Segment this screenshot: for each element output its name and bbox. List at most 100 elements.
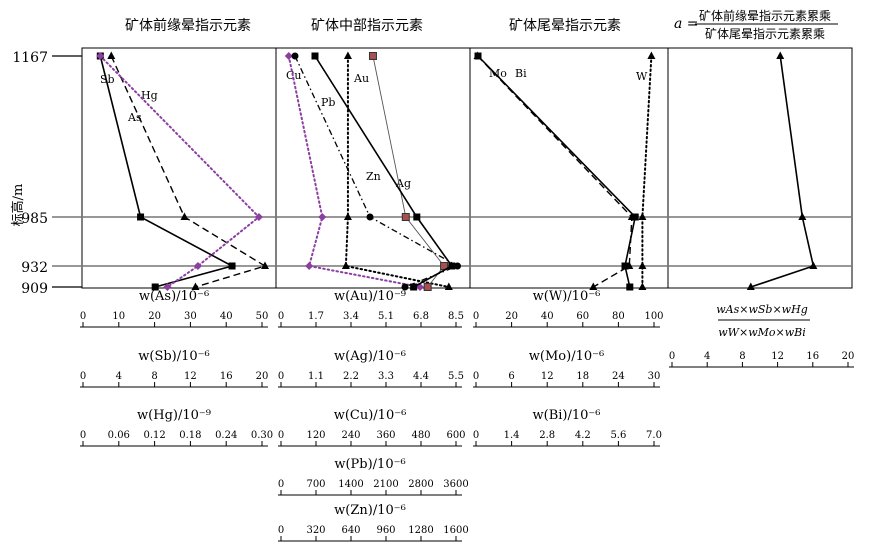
axis-tick-label-p2a1-5: 30 xyxy=(648,371,661,382)
data-point-cu-932 xyxy=(305,262,314,270)
axis-tick-label-p1a0-0: 0 xyxy=(278,311,284,322)
axis-tick-label-p0a2-1: 0.06 xyxy=(108,430,130,441)
axis-tick-label-p1a2-4: 480 xyxy=(411,430,430,441)
ratio-axis-label-denominator: wW×wMo×wBi xyxy=(718,326,805,339)
axis-tick-label-p1a0-1: 1.7 xyxy=(308,311,324,322)
ratio-title-numerator: 矿体前缘晕指示元素累乘 xyxy=(699,8,831,23)
axis-tick-label-p0a2-4: 0.24 xyxy=(215,430,237,441)
data-point-w-932 xyxy=(638,261,647,269)
axis-tick-label-p2a2-4: 5.6 xyxy=(610,430,626,441)
axis-tick-label-p2a0-2: 40 xyxy=(541,311,554,322)
data-point-mo-985 xyxy=(631,213,639,221)
axis-tick-label-p2a0-3: 60 xyxy=(576,311,589,322)
data-point-sb-985 xyxy=(137,213,145,221)
data-point-ag-985 xyxy=(413,213,421,221)
data-point-a-909 xyxy=(746,282,755,290)
axis-tick-label-p0a1-0: 0 xyxy=(80,371,86,382)
series-labels: Sb As Hg Cu Au Pb Zn Ag Mo Bi W xyxy=(100,67,648,190)
data-point-au-909 xyxy=(444,282,453,290)
series-line-zn xyxy=(372,55,445,288)
data-point-pb-985 xyxy=(366,213,374,221)
axis-tick-label-p0a1-5: 20 xyxy=(256,371,269,382)
data-point-au-1167 xyxy=(343,51,352,59)
data-point-ag-932 xyxy=(448,262,456,270)
data-point-hg-985 xyxy=(254,213,263,221)
series-label-sb: Sb xyxy=(100,73,115,86)
axis-tick-label-p0a1-1: 4 xyxy=(116,371,122,382)
data-point-zn-1167 xyxy=(368,52,377,60)
axis-title-p0a2: w(Hg)/10⁻⁹ xyxy=(137,408,211,423)
data-point-as-985 xyxy=(180,212,189,220)
axis-tick-label-p1a4-2: 640 xyxy=(341,525,360,536)
axis-title-p0a0: w(As)/10⁻⁶ xyxy=(139,289,209,304)
axis-tick-label-p1a0-2: 3.4 xyxy=(343,311,359,322)
axis-tick-label-p3a0-1: 4 xyxy=(704,351,710,362)
axis-tick-label-p1a3-0: 0 xyxy=(278,479,284,490)
axis-tick-label-p1a1-3: 3.3 xyxy=(378,371,394,382)
axis-tick-label-p1a0-3: 5.1 xyxy=(378,311,394,322)
data-point-w-909 xyxy=(638,282,647,290)
axis-title-p1a3: w(Pb)/10⁻⁶ xyxy=(334,457,405,472)
axis-tick-label-p1a2-0: 0 xyxy=(278,430,284,441)
axis-tick-label-p3a0-5: 20 xyxy=(842,351,855,362)
series-layer xyxy=(96,51,818,291)
axis-title-p2a0: w(W)/10⁻⁶ xyxy=(533,289,601,304)
axis-tick-label-p1a4-1: 320 xyxy=(306,525,325,536)
axis-tick-label-p0a0-3: 30 xyxy=(184,311,197,322)
data-point-pb-1167 xyxy=(291,52,299,60)
axis-tick-label-p1a2-2: 240 xyxy=(341,430,360,441)
axis-tick-label-p0a2-3: 0.18 xyxy=(179,430,201,441)
axis-tick-label-p2a2-1: 1.4 xyxy=(504,430,520,441)
series-label-hg: Hg xyxy=(141,89,158,102)
axis-tick-label-p1a2-1: 120 xyxy=(306,430,325,441)
axis-tick-label-p1a2-3: 360 xyxy=(376,430,395,441)
series-label-pb: Pb xyxy=(321,96,335,109)
ratio-title-denominator: 矿体尾晕指示元素累乘 xyxy=(705,26,825,41)
data-point-cu-1167 xyxy=(284,52,293,60)
axis-title-p1a1: w(Ag)/10⁻⁶ xyxy=(334,349,406,364)
data-point-a-932 xyxy=(809,261,818,269)
data-point-zn-985 xyxy=(401,213,410,221)
data-point-zn-909 xyxy=(423,283,432,291)
data-point-sb-909 xyxy=(151,283,159,291)
axis-tick-label-p1a0-4: 6.8 xyxy=(413,311,429,322)
data-point-bi-1167 xyxy=(473,51,482,59)
axis-tick-label-p1a3-4: 2800 xyxy=(408,479,433,490)
panel-title-front-halo: 矿体前缘晕指示元素 xyxy=(125,17,251,34)
data-point-au-932 xyxy=(341,261,350,269)
data-point-bi-909 xyxy=(589,282,598,290)
axis-tick-label-p0a0-2: 20 xyxy=(148,311,161,322)
axis-tick-label-p0a2-2: 0.12 xyxy=(143,430,165,441)
data-point-hg-909 xyxy=(163,283,172,291)
data-point-a-985 xyxy=(798,212,807,220)
series-line-cu xyxy=(287,55,421,288)
data-point-sb-932 xyxy=(228,262,236,270)
elevation-tick-985: 985 xyxy=(21,211,48,227)
series-label-as: As xyxy=(127,111,142,124)
series-label-ag: Ag xyxy=(395,177,411,190)
axis-tick-label-p3a0-4: 16 xyxy=(806,351,819,362)
series-line-ag xyxy=(314,55,453,288)
axis-tick-label-p1a3-5: 3600 xyxy=(443,479,468,490)
axis-tick-label-p2a1-2: 12 xyxy=(541,371,554,382)
axis-tick-label-p1a3-2: 1400 xyxy=(338,479,363,490)
series-label-w: W xyxy=(636,70,648,83)
axis-tick-label-p2a2-2: 2.8 xyxy=(539,430,555,441)
axis-tick-label-p2a0-0: 0 xyxy=(473,311,479,322)
data-point-bi-985 xyxy=(627,212,636,220)
data-point-w-1167 xyxy=(647,51,656,59)
axis-tick-label-p2a0-1: 20 xyxy=(505,311,518,322)
axis-tick-label-p1a3-3: 2100 xyxy=(373,479,398,490)
axis-tick-label-p1a4-5: 1600 xyxy=(443,525,468,536)
axis-tick-label-p1a4-0: 0 xyxy=(278,525,284,536)
axis-title-p2a2: w(Bi)/10⁻⁶ xyxy=(533,408,601,423)
axis-tick-label-p0a0-4: 40 xyxy=(220,311,233,322)
data-point-ag-909 xyxy=(410,283,418,291)
axis-tick-label-p1a1-4: 4.4 xyxy=(413,371,429,382)
series-line-as xyxy=(110,55,267,288)
elevation-tick-1167: 1167 xyxy=(12,50,48,66)
axis-tick-label-p1a1-2: 2.2 xyxy=(343,371,359,382)
data-point-a-1167 xyxy=(776,51,785,59)
axis-tick-label-p1a4-3: 960 xyxy=(376,525,395,536)
y-axis-label: 标高/m xyxy=(10,184,26,227)
